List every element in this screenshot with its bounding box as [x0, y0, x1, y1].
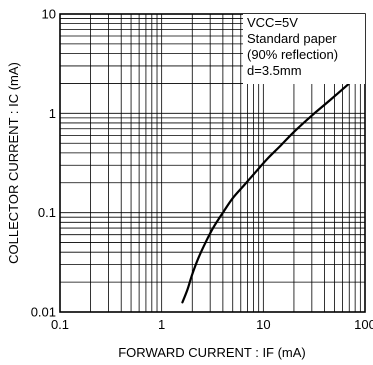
x-tick-label: 0.1 — [51, 317, 69, 332]
series-curve — [181, 82, 351, 304]
legend-box — [243, 14, 365, 84]
annotation-reflection: (90% reflection) — [247, 47, 338, 62]
y-tick-label: 1 — [49, 106, 56, 121]
annotation-paper: Standard paper — [247, 31, 337, 46]
plot-frame — [59, 13, 366, 313]
x-axis-label: FORWARD CURRENT : IF (mA) — [118, 345, 306, 360]
x-tick-label: 10 — [256, 317, 270, 332]
annotation-distance: d=3.5mm — [247, 63, 302, 78]
y-axis-label: COLLECTOR CURRENT : IC (mA) — [6, 62, 21, 264]
y-tick-label: 0.01 — [31, 305, 56, 320]
y-tick-label: 0.1 — [38, 205, 56, 220]
annotation-vcc: VCC=5V — [247, 15, 298, 30]
x-tick-label: 1 — [158, 317, 165, 332]
y-tick-label: 10 — [42, 7, 56, 22]
x-tick-label: 100 — [354, 317, 373, 332]
